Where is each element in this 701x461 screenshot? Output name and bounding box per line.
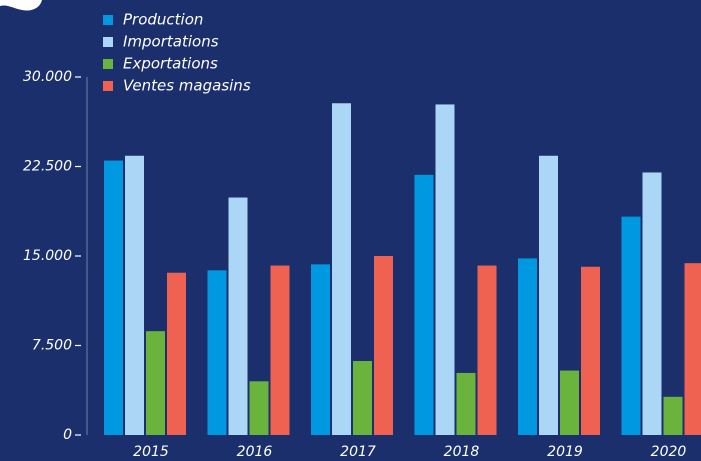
bar bbox=[104, 160, 123, 436]
bar bbox=[581, 266, 600, 435]
bar bbox=[621, 216, 641, 435]
bar bbox=[518, 258, 537, 435]
x-tick-label: 2018 bbox=[444, 444, 480, 460]
bar bbox=[663, 396, 683, 435]
bar bbox=[125, 155, 144, 435]
bar bbox=[311, 264, 330, 435]
bar bbox=[414, 174, 434, 435]
x-tick-label: 2020 bbox=[651, 444, 687, 460]
bar bbox=[435, 104, 455, 436]
bar bbox=[684, 263, 701, 435]
legend-swatch bbox=[103, 37, 113, 47]
bar bbox=[249, 381, 269, 435]
bar bbox=[477, 265, 497, 435]
bar bbox=[353, 361, 372, 435]
legend-swatch bbox=[103, 81, 113, 91]
x-tick-label: 2017 bbox=[340, 444, 376, 460]
bar bbox=[332, 103, 351, 436]
legend-label: Exportations bbox=[123, 55, 218, 73]
y-tick-label: 30.000 bbox=[23, 69, 72, 85]
legend-label: Importations bbox=[123, 33, 219, 51]
y-tick-label: 15.000 bbox=[23, 248, 72, 264]
legend-label: Ventes magasins bbox=[123, 77, 251, 95]
bar bbox=[146, 331, 165, 435]
bar bbox=[207, 270, 227, 435]
bar bbox=[539, 155, 558, 435]
bar bbox=[167, 272, 186, 435]
legend-swatch bbox=[103, 15, 113, 25]
x-tick-label: 2015 bbox=[133, 444, 169, 460]
y-tick-label: 0 bbox=[63, 427, 72, 443]
corner-shape bbox=[0, 0, 42, 11]
y-tick-label: 22.500 bbox=[23, 159, 72, 175]
bar bbox=[228, 197, 248, 435]
bar bbox=[270, 265, 290, 435]
bar bbox=[374, 256, 393, 435]
bar bbox=[642, 172, 662, 435]
legend-label: Production bbox=[123, 11, 203, 29]
bar bbox=[456, 372, 476, 435]
y-tick-label: 7.500 bbox=[32, 338, 72, 354]
legend-swatch bbox=[103, 59, 113, 69]
x-tick-label: 2016 bbox=[237, 444, 273, 460]
bar bbox=[560, 370, 579, 435]
x-tick-label: 2019 bbox=[547, 444, 583, 460]
